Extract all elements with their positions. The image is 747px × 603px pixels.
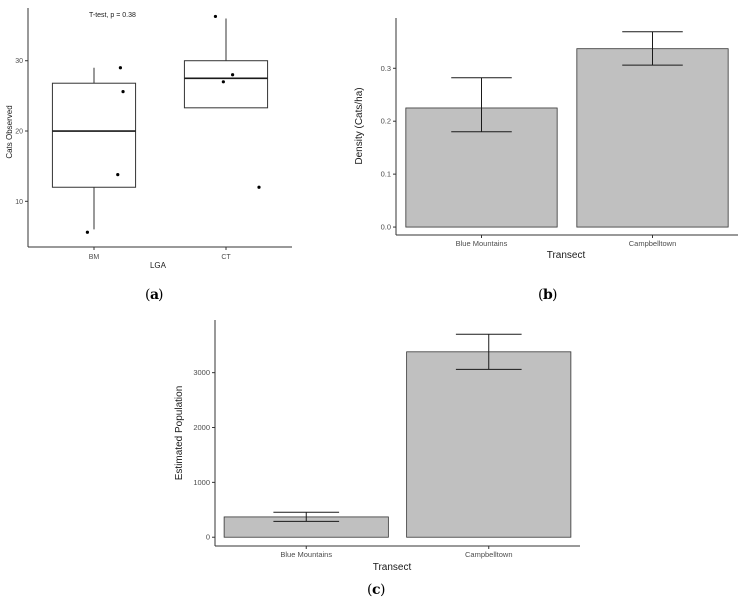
x-axis-label: Transect (373, 562, 412, 573)
panel-letter-b: b (543, 287, 553, 303)
data-point (85, 230, 89, 234)
x-ticks: Blue Mountains Campbelltown (280, 546, 513, 559)
boxplot-panel: 10 20 30 BM CT T-test, p = 0.38 LGA Cats Ob… (5, 8, 292, 270)
y-tick-label: 30 (15, 58, 23, 65)
data-point (231, 73, 235, 77)
box-bm (51, 82, 137, 188)
panel-label-a: ( a ) (145, 287, 163, 303)
data-point (121, 90, 125, 94)
y-axis-label: Estimated Population (174, 386, 185, 481)
density-bar-panel: 0.00.10.20.3 Blue Mountains Campbelltown … (354, 18, 738, 261)
x-axis-label: LGA (150, 261, 167, 270)
svg-text:): ) (380, 582, 385, 598)
y-ticks: 0 1000 2000 3000 (193, 368, 215, 542)
data-point (221, 80, 225, 84)
y-axis-label: Density (Cats/ha) (354, 87, 365, 164)
bar-campbelltown (576, 48, 729, 228)
x-tick-label: CT (221, 254, 231, 261)
panel-label-c: ( c ) (367, 582, 385, 598)
svg-text:): ) (552, 287, 557, 303)
panel-letter-a: a (150, 287, 159, 303)
y-tick-label: 0.1 (381, 170, 391, 179)
error-bars (273, 333, 522, 522)
x-tick-label: Campbelltown (629, 239, 677, 248)
x-tick-label: BM (89, 254, 100, 261)
bars (223, 351, 572, 538)
x-ticks: Blue Mountains Campbelltown (456, 235, 677, 248)
y-tick-label: 20 (15, 129, 23, 136)
data-points (85, 14, 261, 234)
x-tick-label: Blue Mountains (280, 550, 332, 559)
y-axis-label: Cats Observed (5, 105, 14, 158)
bar-campbelltown (406, 351, 572, 538)
data-point (116, 172, 120, 177)
y-ticks: 10 20 30 (15, 58, 28, 206)
y-tick-label: 0.2 (381, 117, 391, 126)
svg-text:): ) (158, 287, 163, 303)
y-tick-label: 2000 (193, 423, 210, 432)
data-point (118, 66, 122, 70)
y-tick-label: 10 (15, 199, 23, 206)
svg-text:(: ( (145, 287, 150, 303)
boxes (51, 18, 269, 230)
population-bar-panel: 0 1000 2000 3000 Blue Mountains Campbelltown… (174, 320, 580, 573)
y-tick-label: 0.3 (381, 64, 391, 73)
svg-text:(: ( (538, 287, 543, 303)
y-tick-label: 0.0 (381, 223, 391, 232)
bars (405, 48, 729, 228)
y-ticks: 0.0 0.1 0.2 0.3 (381, 64, 396, 232)
panel-letter-c: c (372, 582, 381, 598)
y-tick-label: 1000 (193, 478, 210, 487)
y-tick-label: 0 (206, 533, 210, 542)
x-ticks: BM CT (89, 247, 231, 261)
x-tick-label: Blue Mountains (456, 239, 508, 248)
data-point (213, 14, 218, 19)
error-bars (451, 31, 683, 133)
y-tick-label: 3000 (193, 368, 210, 377)
svg-text:(: ( (367, 582, 372, 598)
x-axis-label: Transect (547, 250, 586, 261)
ttest-annotation: T-test, p = 0.38 (89, 12, 136, 19)
data-point (257, 185, 261, 189)
box-ct (183, 60, 269, 109)
panel-label-b: ( b ) (538, 287, 557, 303)
x-tick-label: Campbelltown (465, 550, 513, 559)
